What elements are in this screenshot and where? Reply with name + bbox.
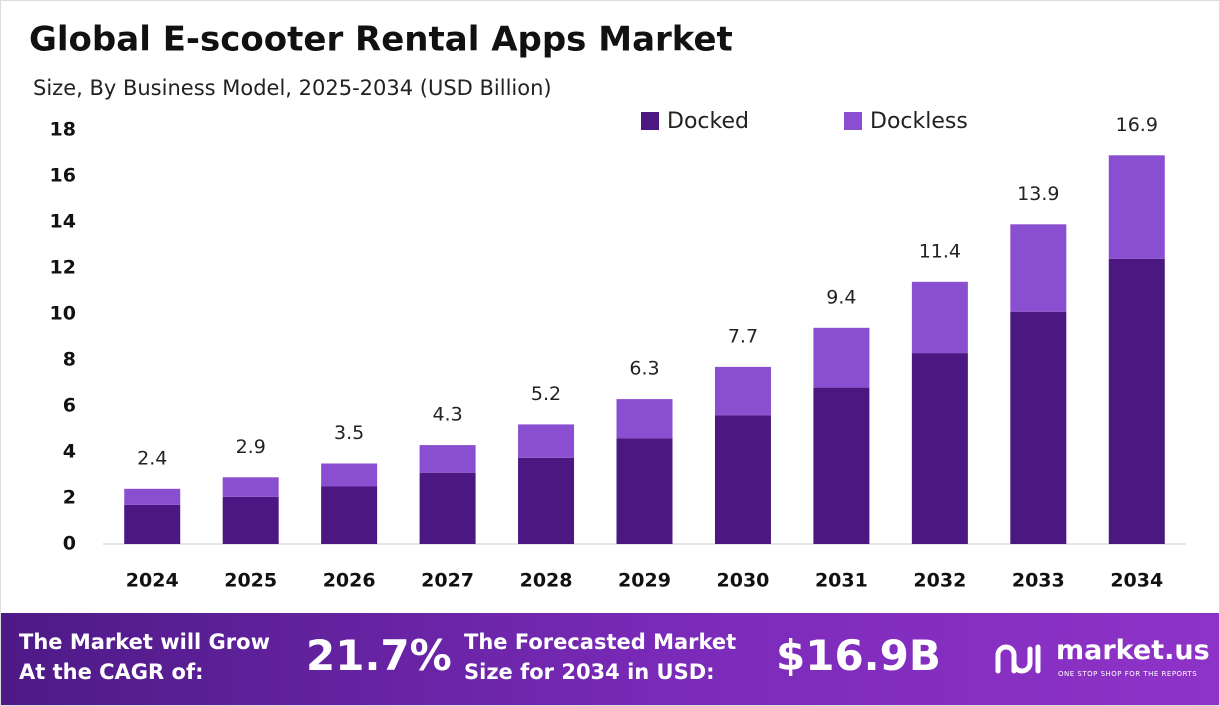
bar-segment	[518, 457, 575, 544]
bar-segment	[1108, 155, 1165, 259]
bar-segment	[222, 496, 279, 544]
total-label: 11.4	[919, 240, 961, 262]
x-tick-label: 2027	[421, 570, 474, 592]
bar-segment	[419, 445, 476, 473]
bar-segment	[124, 488, 181, 505]
total-label: 16.9	[1116, 114, 1158, 136]
bar-segment	[124, 504, 181, 544]
x-tick-label: 2029	[618, 570, 671, 592]
bar-segment	[813, 387, 870, 544]
bar-segment	[813, 327, 870, 388]
y-tick-label: 12	[50, 257, 76, 279]
chart-title: Global E-scooter Rental Apps Market	[29, 20, 733, 60]
bar-segment	[321, 463, 378, 487]
bar-segment	[222, 477, 279, 497]
brand-tagline: ONE STOP SHOP FOR THE REPORTS	[1058, 670, 1198, 678]
y-tick-label: 14	[50, 211, 76, 233]
forecast-text: The Forecasted Market Size for 2034 in U…	[464, 627, 736, 687]
total-label: 2.9	[236, 436, 266, 458]
cagr-text-line: The Market will Grow	[19, 630, 270, 654]
x-tick-label: 2032	[913, 570, 966, 592]
cagr-text: The Market will Grow At the CAGR of:	[19, 627, 270, 687]
total-label: 4.3	[432, 404, 462, 426]
total-label: 3.5	[334, 422, 364, 444]
x-tick-label: 2033	[1012, 570, 1065, 592]
total-label: 2.4	[137, 447, 167, 469]
y-tick-label: 18	[50, 119, 76, 141]
y-tick-label: 6	[63, 395, 76, 417]
cagr-value: 21.7%	[306, 631, 452, 680]
bar-segment	[1010, 224, 1067, 312]
forecast-text-line: The Forecasted Market	[464, 630, 737, 654]
bar-segment	[911, 281, 968, 354]
y-tick-label: 16	[50, 165, 76, 187]
bar-segment	[321, 486, 378, 544]
total-label: 9.4	[826, 286, 856, 308]
bar-segment	[616, 438, 673, 544]
y-tick-label: 2	[63, 487, 76, 509]
bar-segment	[419, 472, 476, 544]
forecast-text-line: Size for 2034 in USD:	[464, 660, 715, 684]
bar-segment	[1108, 258, 1165, 544]
y-tick-label: 8	[63, 349, 76, 371]
x-tick-label: 2025	[224, 570, 277, 592]
x-tick-label: 2028	[520, 570, 573, 592]
x-tick-label: 2031	[815, 570, 868, 592]
cagr-text-line: At the CAGR of:	[19, 660, 204, 684]
brand-logo	[995, 644, 1041, 674]
total-label: 5.2	[531, 383, 561, 405]
x-tick-label: 2026	[323, 570, 376, 592]
bar-segment	[714, 366, 771, 416]
footer-banner: The Market will Grow At the CAGR of: 21.…	[1, 613, 1219, 705]
legend-label: Docked	[667, 109, 749, 134]
legend-label: Dockless	[870, 109, 968, 134]
chart-subtitle: Size, By Business Model, 2025-2034 (USD …	[33, 76, 552, 100]
bar-segment	[911, 353, 968, 544]
y-tick-label: 10	[50, 303, 76, 325]
total-label: 6.3	[629, 358, 659, 380]
bar-segment	[518, 424, 575, 458]
bar-segment	[1010, 311, 1067, 544]
bar-segment	[714, 415, 771, 544]
x-tick-label: 2034	[1110, 570, 1163, 592]
x-tick-label: 2030	[717, 570, 770, 592]
total-label: 13.9	[1017, 183, 1059, 205]
x-tick-label: 2024	[126, 570, 179, 592]
y-tick-label: 0	[63, 533, 76, 555]
legend-swatch	[641, 112, 659, 130]
chart: Global E-scooter Rental Apps Market Size…	[29, 20, 1186, 592]
brand-name: market.us	[1056, 635, 1210, 666]
total-label: 7.7	[728, 325, 758, 347]
y-tick-label: 4	[63, 441, 76, 463]
forecast-value: $16.9B	[776, 631, 941, 680]
bar-segment	[616, 399, 673, 439]
legend-swatch	[844, 112, 862, 130]
